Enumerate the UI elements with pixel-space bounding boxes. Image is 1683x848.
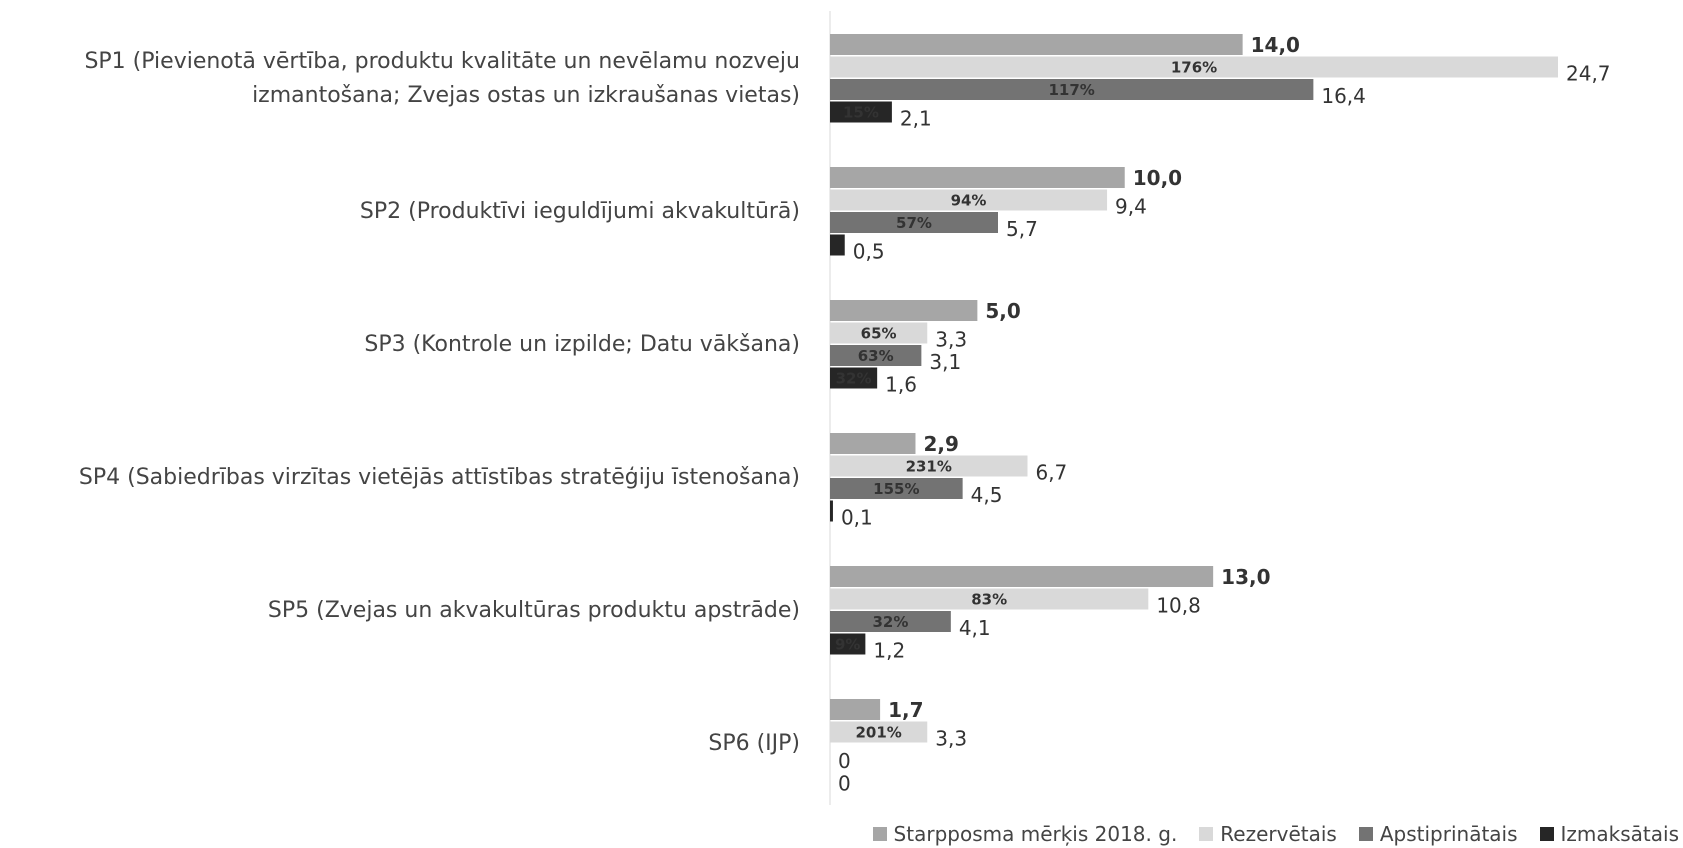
bar xyxy=(830,56,1558,78)
legend-label: Apstiprinātais xyxy=(1379,822,1518,846)
bar xyxy=(830,345,922,366)
bar xyxy=(830,633,866,655)
bar xyxy=(830,433,916,454)
legend-swatch xyxy=(1358,827,1373,841)
bar xyxy=(830,189,1108,211)
value-label: 3,1 xyxy=(929,350,961,374)
share-label: 65% xyxy=(861,325,897,343)
share-label: 117% xyxy=(1049,81,1095,99)
bar xyxy=(830,34,1243,55)
category-label: SP6 (IJP) xyxy=(708,731,800,756)
legend-swatch xyxy=(1199,827,1214,841)
share-label: 32% xyxy=(872,613,908,631)
bar xyxy=(830,478,963,499)
bar xyxy=(830,234,845,256)
legend-swatch xyxy=(872,827,887,841)
value-label: 0,1 xyxy=(841,506,873,530)
value-label: 0,5 xyxy=(853,240,885,264)
share-label: 231% xyxy=(906,458,952,476)
bar xyxy=(830,500,833,522)
value-label: 3,3 xyxy=(935,727,967,751)
legend: Starpposma mērķis 2018. g. Rezervētais Aps… xyxy=(872,822,1679,846)
value-label: 16,4 xyxy=(1321,84,1366,108)
bar xyxy=(830,101,892,123)
share-label: 155% xyxy=(873,480,919,498)
value-label: 5,0 xyxy=(985,299,1020,323)
share-label: 57% xyxy=(896,214,932,232)
share-label: 94% xyxy=(951,192,987,210)
value-label: 10,0 xyxy=(1133,166,1182,190)
category-label: SP1 (Pievienotā vērtība, produktu kvalit… xyxy=(84,49,800,108)
value-label: 1,6 xyxy=(885,373,917,397)
share-label: 201% xyxy=(855,724,901,742)
share-label: 15% xyxy=(843,104,879,122)
value-label: 5,7 xyxy=(1006,217,1038,241)
legend-label: Izmaksātais xyxy=(1560,822,1679,846)
value-label: 24,7 xyxy=(1566,62,1611,86)
bar xyxy=(830,367,878,389)
legend-item: Rezervētais xyxy=(1199,822,1337,846)
bar xyxy=(830,699,881,720)
bar xyxy=(830,611,951,632)
bar xyxy=(830,721,928,743)
legend-swatch xyxy=(1539,827,1554,841)
legend-label: Rezervētais xyxy=(1220,822,1337,846)
value-label: 1,7 xyxy=(888,698,923,722)
category-label: SP5 (Zvejas un akvakultūras produktu aps… xyxy=(267,598,800,623)
value-label: 6,7 xyxy=(1035,461,1067,485)
bar xyxy=(830,300,978,321)
bar xyxy=(830,79,1314,100)
category-label: SP3 (Kontrole un izpilde; Datu vākšana) xyxy=(364,332,800,357)
share-label: 176% xyxy=(1171,59,1217,77)
legend-item: Apstiprinātais xyxy=(1358,822,1518,846)
bar xyxy=(830,212,998,233)
value-label: 2,1 xyxy=(900,107,932,131)
bar xyxy=(830,167,1125,188)
share-label: 83% xyxy=(971,591,1007,609)
value-label: 10,8 xyxy=(1156,594,1201,618)
value-label: 4,1 xyxy=(959,616,991,640)
value-label: 14,0 xyxy=(1251,33,1300,57)
value-label: 1,2 xyxy=(873,639,905,663)
share-label: 32% xyxy=(836,370,872,388)
value-label: 0 xyxy=(838,772,851,796)
share-label: 9% xyxy=(835,636,860,654)
category-label: SP4 (Sabiedrības virzītas vietējās attīs… xyxy=(78,465,800,490)
value-label: 13,0 xyxy=(1221,565,1270,589)
bar xyxy=(830,322,928,344)
value-label: 9,4 xyxy=(1115,195,1147,219)
value-label: 3,3 xyxy=(935,328,967,352)
legend-item: Izmaksātais xyxy=(1539,822,1679,846)
bar xyxy=(830,588,1149,610)
bar xyxy=(830,566,1214,587)
value-label: 2,9 xyxy=(923,432,958,456)
bar xyxy=(830,455,1028,477)
legend-label: Starpposma mērķis 2018. g. xyxy=(893,822,1178,846)
legend-item: Starpposma mērķis 2018. g. xyxy=(872,822,1178,846)
category-label: SP2 (Produktīvi ieguldījumi akvakultūrā) xyxy=(359,199,800,224)
share-label: 63% xyxy=(858,347,894,365)
value-label: 0 xyxy=(838,749,851,773)
value-label: 4,5 xyxy=(971,483,1003,507)
